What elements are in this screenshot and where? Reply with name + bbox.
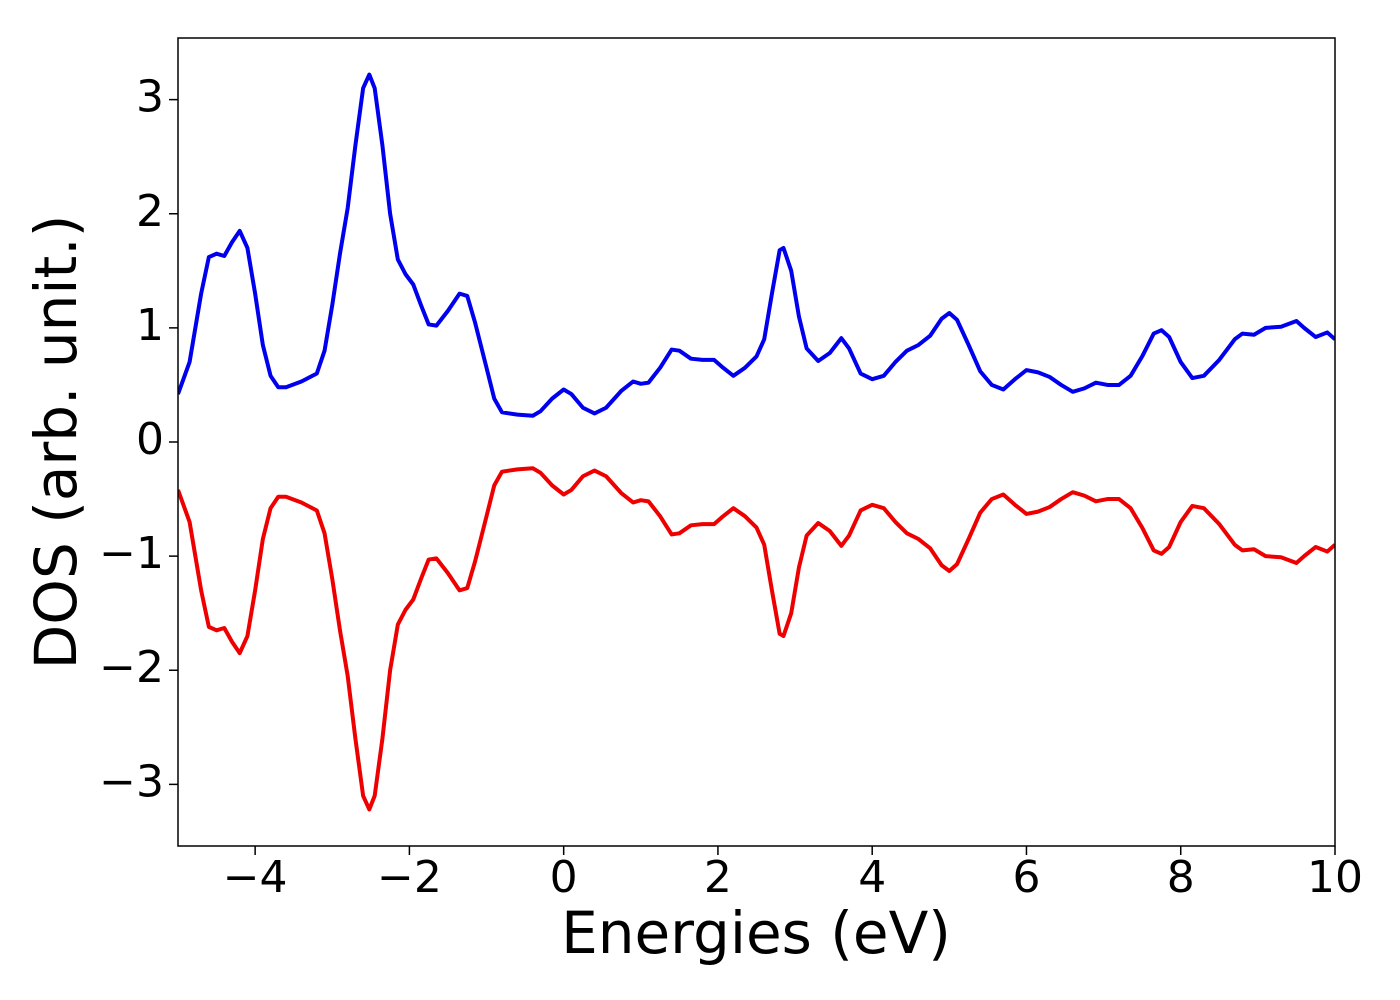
x-axis-label: Energies (eV) — [561, 899, 951, 967]
x-tick-label: 4 — [858, 852, 886, 903]
y-tick-label: −3 — [99, 756, 164, 807]
y-tick-label: 1 — [136, 300, 164, 351]
x-tick-label: −4 — [223, 852, 288, 903]
x-tick-label: 8 — [1167, 852, 1195, 903]
y-tick-label: 0 — [136, 414, 164, 465]
y-tick-label: −2 — [99, 642, 164, 693]
y-tick-label: −1 — [99, 528, 164, 579]
series-line — [178, 72, 1335, 418]
x-tick-label: 0 — [550, 852, 578, 903]
x-tick-label: 10 — [1307, 852, 1363, 903]
series-line — [178, 466, 1335, 812]
plot-frame — [177, 37, 1336, 847]
y-tick-label: 3 — [136, 72, 164, 123]
x-tick-label: 6 — [1012, 852, 1040, 903]
x-tick-label: −2 — [377, 852, 442, 903]
x-tick-label: 2 — [704, 852, 732, 903]
y-tick-label: 2 — [136, 186, 164, 237]
y-axis-label: DOS (arb. unit.) — [22, 215, 90, 670]
